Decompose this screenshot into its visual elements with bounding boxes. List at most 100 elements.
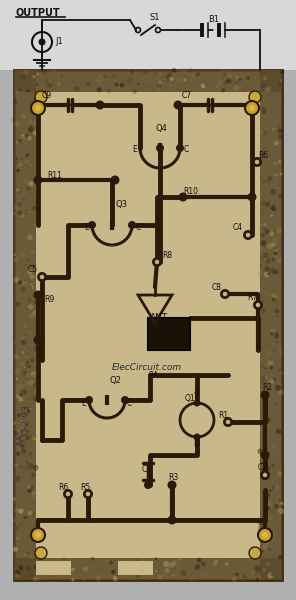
Circle shape — [264, 88, 270, 93]
Circle shape — [28, 463, 33, 469]
Circle shape — [33, 310, 38, 316]
Circle shape — [20, 422, 26, 428]
Text: AA: AA — [17, 434, 25, 446]
Circle shape — [34, 435, 36, 437]
Circle shape — [270, 509, 274, 513]
Circle shape — [220, 289, 230, 299]
Circle shape — [66, 492, 70, 496]
Circle shape — [128, 562, 132, 566]
Circle shape — [273, 377, 277, 382]
Circle shape — [28, 575, 30, 578]
Circle shape — [23, 134, 27, 137]
Circle shape — [137, 83, 140, 86]
Circle shape — [16, 235, 18, 237]
Circle shape — [260, 364, 264, 368]
Circle shape — [165, 78, 169, 82]
Circle shape — [16, 188, 20, 192]
Circle shape — [268, 548, 271, 551]
Circle shape — [27, 89, 30, 93]
Circle shape — [137, 562, 139, 565]
Circle shape — [136, 559, 138, 562]
Circle shape — [261, 459, 263, 461]
Circle shape — [162, 573, 166, 577]
Circle shape — [260, 201, 265, 206]
Circle shape — [20, 335, 25, 340]
Circle shape — [22, 352, 24, 354]
Text: C5: C5 — [28, 265, 38, 275]
Circle shape — [25, 436, 30, 440]
Circle shape — [49, 80, 51, 82]
Circle shape — [201, 84, 205, 88]
Circle shape — [226, 79, 232, 84]
Circle shape — [263, 227, 266, 230]
Circle shape — [266, 493, 270, 497]
Circle shape — [32, 286, 34, 289]
Circle shape — [258, 526, 263, 530]
Circle shape — [143, 561, 147, 565]
Circle shape — [34, 201, 36, 203]
Circle shape — [41, 69, 47, 74]
Circle shape — [168, 515, 176, 524]
Circle shape — [24, 279, 26, 281]
Text: R10: R10 — [183, 187, 198, 196]
Circle shape — [265, 259, 271, 264]
Circle shape — [260, 265, 262, 266]
Bar — [36, 561, 71, 575]
Circle shape — [14, 431, 18, 436]
Circle shape — [275, 256, 278, 258]
Circle shape — [25, 160, 28, 163]
Circle shape — [272, 203, 276, 207]
Text: C: C — [127, 398, 132, 407]
Circle shape — [259, 280, 261, 282]
Circle shape — [18, 77, 21, 80]
Circle shape — [18, 446, 20, 449]
Circle shape — [20, 421, 25, 425]
Circle shape — [26, 361, 29, 364]
Circle shape — [247, 76, 250, 80]
Circle shape — [11, 118, 17, 123]
Circle shape — [170, 77, 174, 81]
Circle shape — [33, 175, 43, 185]
Circle shape — [144, 481, 152, 489]
Circle shape — [269, 231, 274, 236]
Circle shape — [30, 358, 35, 363]
Circle shape — [20, 157, 23, 160]
Bar — [14, 70, 36, 580]
Circle shape — [158, 88, 160, 90]
Circle shape — [201, 573, 207, 578]
Circle shape — [31, 491, 36, 496]
Circle shape — [158, 80, 162, 85]
Circle shape — [153, 71, 158, 76]
Circle shape — [35, 82, 38, 86]
Circle shape — [249, 547, 261, 559]
Circle shape — [277, 185, 279, 187]
Circle shape — [26, 566, 31, 571]
Circle shape — [32, 435, 37, 440]
Circle shape — [112, 576, 118, 581]
Circle shape — [18, 139, 22, 142]
Circle shape — [270, 366, 273, 370]
Text: ANT: ANT — [150, 313, 168, 322]
Circle shape — [29, 164, 32, 166]
Text: S: S — [193, 391, 198, 401]
Circle shape — [165, 568, 169, 573]
Circle shape — [88, 221, 96, 229]
Circle shape — [58, 569, 61, 572]
Circle shape — [14, 121, 20, 127]
Circle shape — [213, 562, 217, 566]
Circle shape — [262, 148, 265, 151]
Text: J1: J1 — [55, 37, 63, 46]
Circle shape — [31, 101, 45, 115]
Circle shape — [278, 194, 283, 199]
Circle shape — [165, 562, 171, 568]
Circle shape — [15, 573, 19, 577]
Circle shape — [259, 82, 264, 87]
Circle shape — [16, 202, 22, 208]
Circle shape — [30, 372, 33, 375]
Circle shape — [18, 162, 22, 167]
Circle shape — [261, 413, 263, 415]
Circle shape — [35, 105, 41, 111]
Circle shape — [17, 241, 20, 244]
Circle shape — [180, 572, 183, 575]
Circle shape — [271, 443, 276, 449]
